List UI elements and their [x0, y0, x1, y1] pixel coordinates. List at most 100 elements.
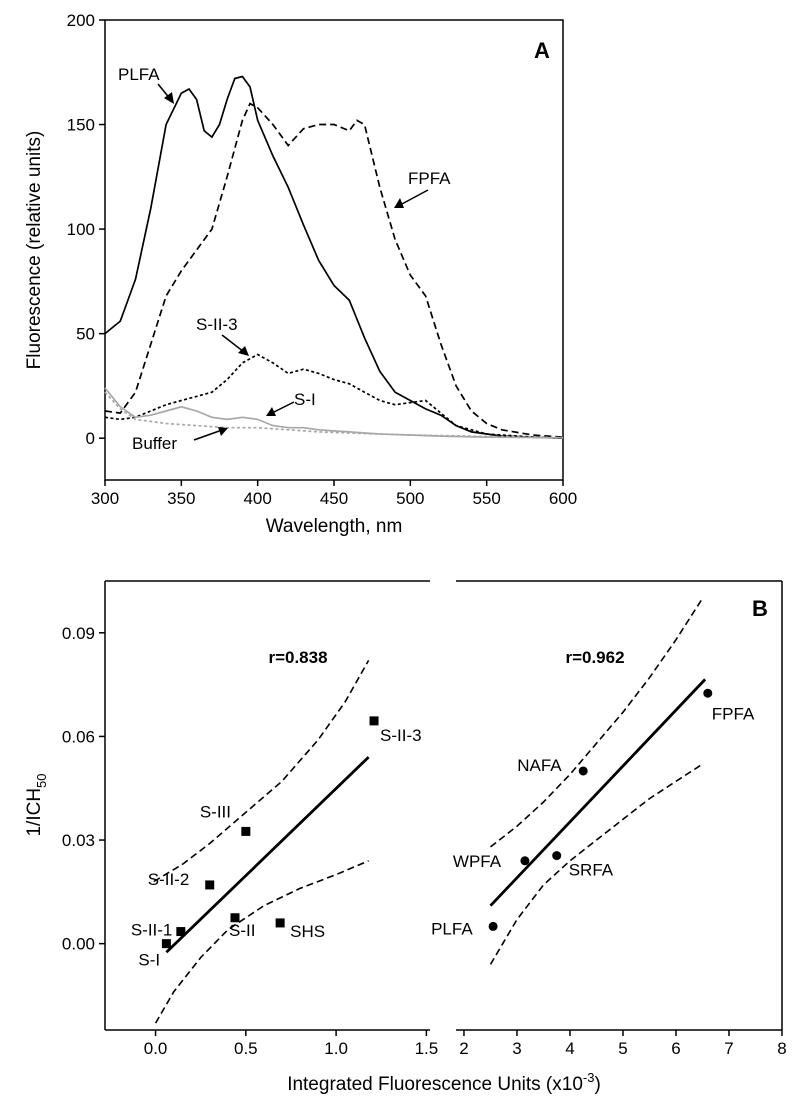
y-tick-label: 150 — [67, 116, 95, 135]
annotation-plfa: PLFA — [118, 65, 160, 84]
panel-a-frame — [104, 19, 564, 481]
panel-a-y-ticks: 0 50 100 150 200 — [67, 11, 105, 448]
y-tick-label: 0.03 — [62, 831, 95, 850]
panel-a: 300 350 400 450 500 550 600 0 50 100 150 200 Wavel… — [24, 11, 577, 537]
confidence-band-lower — [154, 860, 369, 1024]
series-line-buffer — [104, 391, 564, 439]
point-label-s-ii: S-II — [229, 921, 255, 940]
annotation-fpfa-arrowhead — [394, 198, 404, 208]
y-tick-label: 50 — [76, 325, 95, 344]
point-label-s-ii-1: S-II-1 — [131, 921, 173, 940]
panel-b: S-I S-II-1 S-II-2 S-II S-III SHS S-II-3 PLFA WP… — [24, 580, 787, 1095]
y-tick-label: 0 — [86, 429, 95, 448]
panel-b-y-label: 1/ICH50 — [24, 773, 49, 836]
y-tick-label: 0.09 — [62, 624, 95, 643]
point-label-srfa: SRFA — [569, 861, 614, 880]
panel-a-y-label: Fluorescence (relative units) — [24, 131, 45, 370]
point-label-s-iii: S-III — [200, 802, 231, 821]
annotation-buffer: Buffer — [132, 434, 177, 453]
panel-b-y-ticks: 0.00 0.03 0.06 0.09 — [62, 624, 105, 954]
panel-b-x-label-main: Integrated Fluorescence Units (x10 — [287, 1074, 583, 1095]
annotation-s-i-arrowhead — [266, 407, 276, 416]
x-tick-label: 450 — [320, 489, 348, 508]
point-label-s-ii-2: S-II-2 — [148, 870, 190, 889]
annotation-fpfa-arrow — [399, 189, 429, 206]
point-label-s-i: S-I — [138, 951, 160, 970]
regression-line — [489, 678, 707, 907]
y-tick-label: 200 — [67, 11, 95, 30]
data-point-s-i — [161, 939, 171, 949]
data-point-srfa — [552, 851, 562, 861]
y-tick-label: 0.06 — [62, 727, 95, 746]
x-tick-label: 1.5 — [415, 1039, 439, 1058]
panel-b-y-label-main: 1/ICH — [24, 788, 45, 837]
panel-b-right-r-value: r=0.962 — [565, 648, 624, 667]
y-tick-label: 100 — [67, 220, 95, 239]
panel-a-x-label: Wavelength, nm — [266, 516, 403, 537]
panel-a-x-ticks: 300 350 400 450 500 550 600 — [91, 480, 577, 508]
series-line-fpfa — [104, 102, 564, 438]
panel-b-x-ticks: 0.0 0.5 1.0 1.5 2 3 4 5 6 7 8 — [144, 1030, 787, 1058]
series-line-plfa — [104, 75, 564, 440]
panel-b-label: B — [752, 596, 768, 621]
confidence-band-upper — [490, 597, 704, 848]
data-point-s-ii-3 — [369, 716, 379, 726]
data-point-s-ii-1 — [176, 927, 186, 937]
confidence-band-upper — [153, 660, 370, 883]
data-point-shs — [275, 918, 285, 928]
annotation-s-ii-3: S-II-3 — [196, 315, 238, 334]
x-tick-label: 4 — [565, 1039, 574, 1058]
panel-b-left-r-value: r=0.838 — [268, 648, 327, 667]
x-tick-label: 300 — [91, 489, 119, 508]
annotation-s-ii-3-arrowhead — [238, 346, 249, 356]
data-point-s-ii-2 — [205, 880, 215, 890]
x-tick-label: 500 — [396, 489, 424, 508]
data-point-wpfa — [520, 856, 530, 866]
x-tick-label: 600 — [549, 489, 577, 508]
panel-a-series — [104, 75, 564, 440]
confidence-band-lower — [489, 763, 703, 965]
x-tick-label: 1.0 — [324, 1039, 348, 1058]
x-tick-label: 7 — [724, 1039, 733, 1058]
series-line-s-ii-3 — [104, 353, 564, 440]
annotation-s-i-arrow — [271, 401, 295, 414]
annotation-buffer-arrow — [193, 429, 223, 441]
panel-b-left-plot: S-I S-II-1 S-II-2 S-II S-III SHS S-II-3 — [131, 660, 422, 1024]
point-label-wpfa: WPFA — [453, 852, 502, 871]
data-point-s-iii — [241, 826, 251, 836]
regression-line — [165, 756, 370, 954]
annotation-s-i: S-I — [294, 390, 316, 409]
annotation-s-ii-3-arrow — [221, 334, 245, 353]
point-label-s-ii-3: S-II-3 — [380, 726, 422, 745]
x-tick-label: 550 — [472, 489, 500, 508]
point-label-fpfa: FPFA — [712, 704, 755, 723]
x-tick-label: 2 — [459, 1039, 468, 1058]
y-tick-label: 0.00 — [62, 935, 95, 954]
x-tick-label: 350 — [167, 489, 195, 508]
x-tick-label: 5 — [618, 1039, 627, 1058]
panel-b-x-label: Integrated Fluorescence Units (x10-3) — [287, 1070, 601, 1095]
annotation-buffer-arrowhead — [218, 427, 228, 436]
panel-b-left-frame — [104, 580, 430, 1031]
panel-b-y-label-subscript: 50 — [34, 773, 49, 787]
panel-b-x-label-close: ) — [594, 1074, 600, 1095]
annotation-plfa-arrowhead — [164, 92, 174, 104]
x-tick-label: 6 — [671, 1039, 680, 1058]
data-point-fpfa — [703, 688, 713, 698]
x-tick-label: 400 — [243, 489, 271, 508]
annotation-fpfa: FPFA — [408, 169, 451, 188]
panel-b-x-label-exponent: -3 — [583, 1070, 595, 1085]
x-tick-label: 0.5 — [234, 1039, 258, 1058]
data-point-nafa — [578, 766, 588, 776]
point-label-plfa: PLFA — [431, 919, 473, 938]
x-tick-label: 8 — [777, 1039, 786, 1058]
panel-b-right-frame — [456, 580, 783, 1031]
point-label-nafa: NAFA — [517, 756, 562, 775]
data-point-plfa — [488, 921, 498, 931]
panel-b-right-plot: PLFA WPFA SRFA NAFA FPFA — [431, 597, 755, 965]
series-line-s-i — [104, 387, 564, 439]
data-point-s-ii — [230, 913, 240, 923]
x-tick-label: 3 — [512, 1039, 521, 1058]
point-label-shs: SHS — [290, 922, 325, 941]
